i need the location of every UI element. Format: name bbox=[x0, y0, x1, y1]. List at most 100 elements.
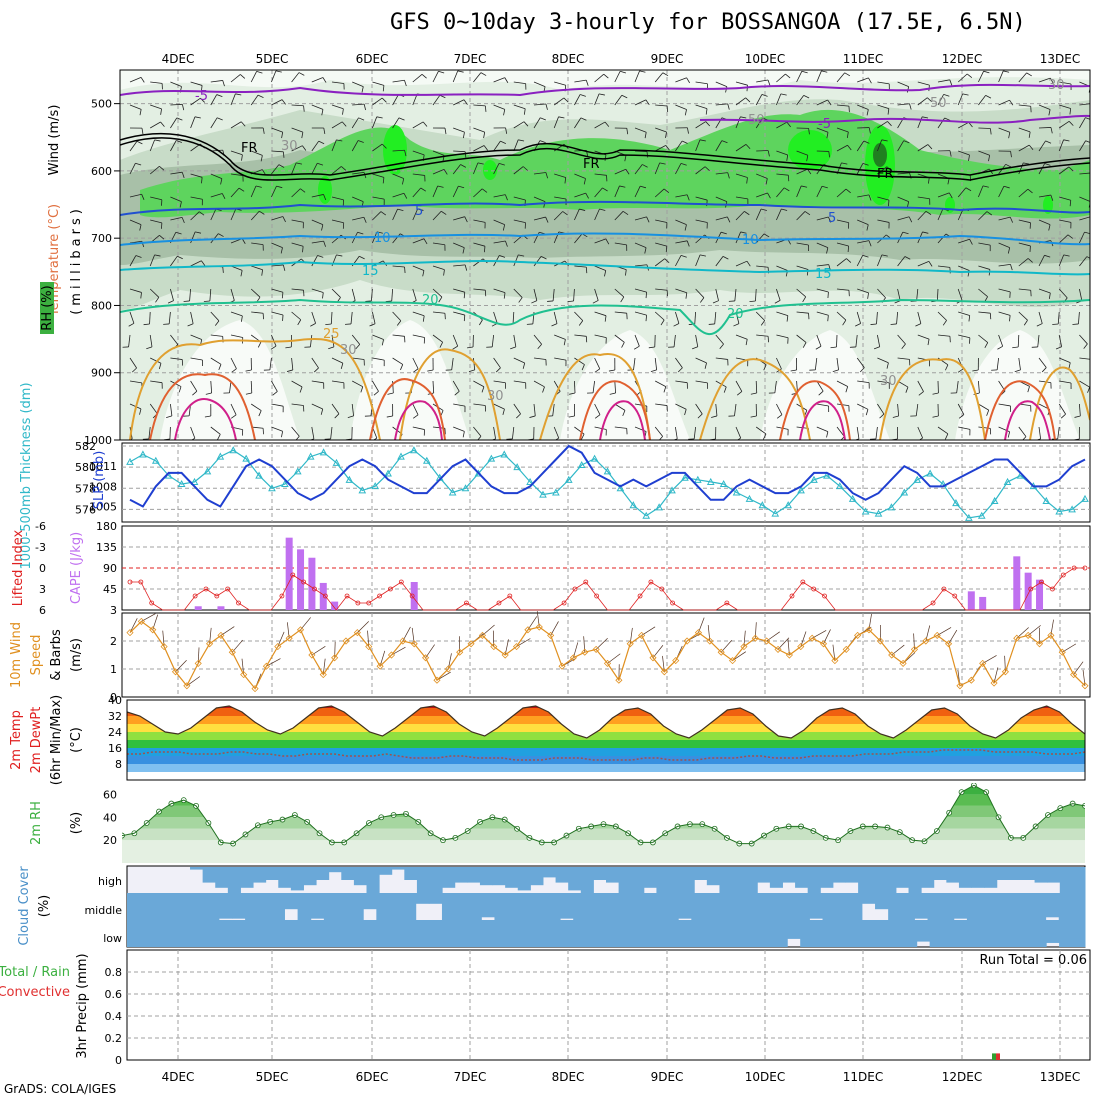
wind-barb bbox=[150, 104, 162, 115]
barb-shaft bbox=[453, 403, 466, 407]
wind-barb bbox=[937, 192, 953, 199]
barb-shaft bbox=[1018, 288, 1031, 291]
cloud-bar-middle bbox=[205, 893, 220, 920]
wind-barb bbox=[695, 254, 707, 267]
rh-core bbox=[945, 197, 955, 213]
barb-shaft bbox=[190, 211, 200, 221]
wind-barb bbox=[129, 193, 145, 200]
wind-barb bbox=[230, 403, 237, 419]
barb-shaft bbox=[230, 311, 243, 317]
thickness-ylabel: 1000-500mb Thickness (dm) bbox=[19, 382, 34, 569]
barb-flag bbox=[280, 247, 283, 254]
barb-shaft bbox=[372, 196, 385, 200]
barb-flag bbox=[462, 247, 465, 254]
barb-shaft bbox=[553, 311, 558, 324]
wind-barb bbox=[473, 162, 484, 175]
barb-flag bbox=[483, 132, 486, 139]
barb-flag bbox=[862, 163, 869, 166]
cape-tick-label: 90 bbox=[103, 562, 117, 575]
barb-flag bbox=[658, 436, 663, 440]
barb-flag bbox=[660, 319, 665, 326]
barb-shaft bbox=[331, 121, 343, 129]
barb-flag bbox=[336, 254, 343, 257]
barb-shaft bbox=[1058, 166, 1070, 175]
barb-flag bbox=[540, 255, 547, 260]
li-point bbox=[800, 579, 806, 585]
wind-barb bbox=[816, 403, 830, 412]
contour-label-10: 10 bbox=[742, 233, 759, 248]
barb-flag bbox=[1052, 323, 1059, 325]
cloud-bar-low bbox=[541, 920, 555, 947]
cloud-bar-low bbox=[398, 920, 413, 947]
cloud-bar-low bbox=[916, 920, 931, 942]
wind-barb bbox=[728, 403, 737, 417]
cloud-bar-middle bbox=[848, 893, 863, 920]
wind-barb bbox=[695, 104, 708, 115]
barb-shaft bbox=[331, 196, 344, 201]
li-line bbox=[130, 567, 1085, 611]
wind-barb bbox=[655, 104, 669, 113]
wind-barb bbox=[877, 403, 885, 419]
barb-shaft bbox=[372, 97, 383, 106]
barb-shaft bbox=[370, 288, 373, 301]
barb-flag bbox=[500, 140, 507, 144]
wind-barb bbox=[607, 653, 621, 664]
thickness-point bbox=[732, 488, 741, 496]
barb-flag bbox=[645, 315, 647, 322]
wind-barb bbox=[890, 311, 898, 325]
wind-barb bbox=[614, 211, 629, 221]
wind-barb bbox=[836, 219, 850, 229]
barb-shaft bbox=[857, 240, 870, 244]
barb-shaft bbox=[493, 380, 506, 384]
thickness-tick-label: 582 bbox=[75, 440, 96, 453]
wind-barb bbox=[1058, 166, 1074, 175]
rh-band bbox=[122, 840, 1085, 863]
cloud-bar-middle bbox=[835, 893, 850, 920]
barb-shaft bbox=[1057, 311, 1060, 324]
wind-barb bbox=[695, 380, 708, 389]
cloud-bar-middle bbox=[980, 893, 994, 920]
wind-barb bbox=[412, 311, 425, 322]
barb-flag bbox=[359, 255, 365, 260]
wind-barb bbox=[468, 357, 476, 372]
barb-flag bbox=[765, 178, 768, 185]
cloud-bar-middle bbox=[691, 893, 705, 920]
barb-shaft bbox=[351, 334, 361, 345]
barb-flag bbox=[545, 103, 548, 110]
barb-shaft bbox=[493, 311, 498, 324]
barb-shaft bbox=[816, 242, 829, 249]
wind-barb bbox=[291, 104, 305, 112]
barb-shaft bbox=[129, 240, 142, 244]
barb-flag bbox=[927, 339, 930, 346]
wind-barb bbox=[652, 645, 664, 659]
wind-barb bbox=[720, 639, 733, 653]
barb-shaft bbox=[836, 242, 849, 247]
temp-tick-label: 32 bbox=[108, 710, 122, 723]
barb-flag bbox=[358, 117, 365, 121]
wind-barb bbox=[654, 162, 666, 175]
barb-shaft bbox=[453, 426, 465, 432]
barb-flag bbox=[241, 154, 243, 161]
barb-shaft bbox=[634, 150, 648, 152]
cloud-bar-middle bbox=[1045, 893, 1060, 918]
barb-shaft bbox=[331, 288, 341, 298]
wind-barb bbox=[493, 140, 507, 152]
wind-barb bbox=[311, 104, 324, 116]
wind-barb bbox=[432, 334, 443, 348]
barb-flag bbox=[317, 255, 324, 258]
date-label-top: 13DEC bbox=[1040, 52, 1080, 66]
wind-barb bbox=[547, 288, 555, 302]
barb-flag bbox=[949, 79, 953, 86]
date-axis-bottom: 4DEC 5DEC 6DEC 7DEC 8DEC 9DEC 10DEC 11DEC 12DEC 1… bbox=[162, 1070, 1081, 1084]
barb-shaft bbox=[412, 426, 425, 430]
wind-barb bbox=[1038, 104, 1051, 116]
barb-shaft bbox=[816, 70, 822, 83]
barb-shaft bbox=[392, 173, 404, 179]
wind-barb bbox=[331, 196, 345, 206]
wind-barb bbox=[1038, 127, 1053, 134]
barb-shaft bbox=[432, 380, 435, 394]
cloud-bar-low bbox=[851, 920, 866, 947]
barb-shaft bbox=[998, 99, 1010, 106]
barb-flag bbox=[1023, 320, 1028, 326]
cloud-bar-low bbox=[942, 920, 957, 947]
